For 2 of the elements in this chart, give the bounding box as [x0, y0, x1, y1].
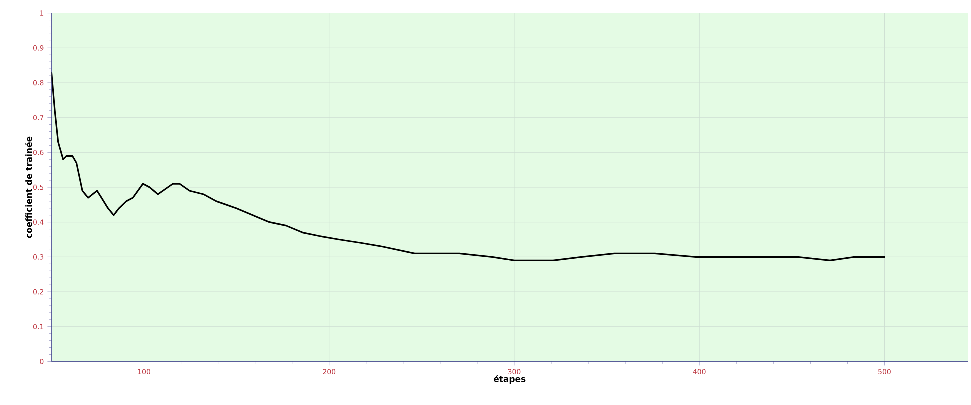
x-axis-title: étapes [494, 375, 526, 384]
y-axis-title: coefficient de trainée [25, 136, 32, 238]
